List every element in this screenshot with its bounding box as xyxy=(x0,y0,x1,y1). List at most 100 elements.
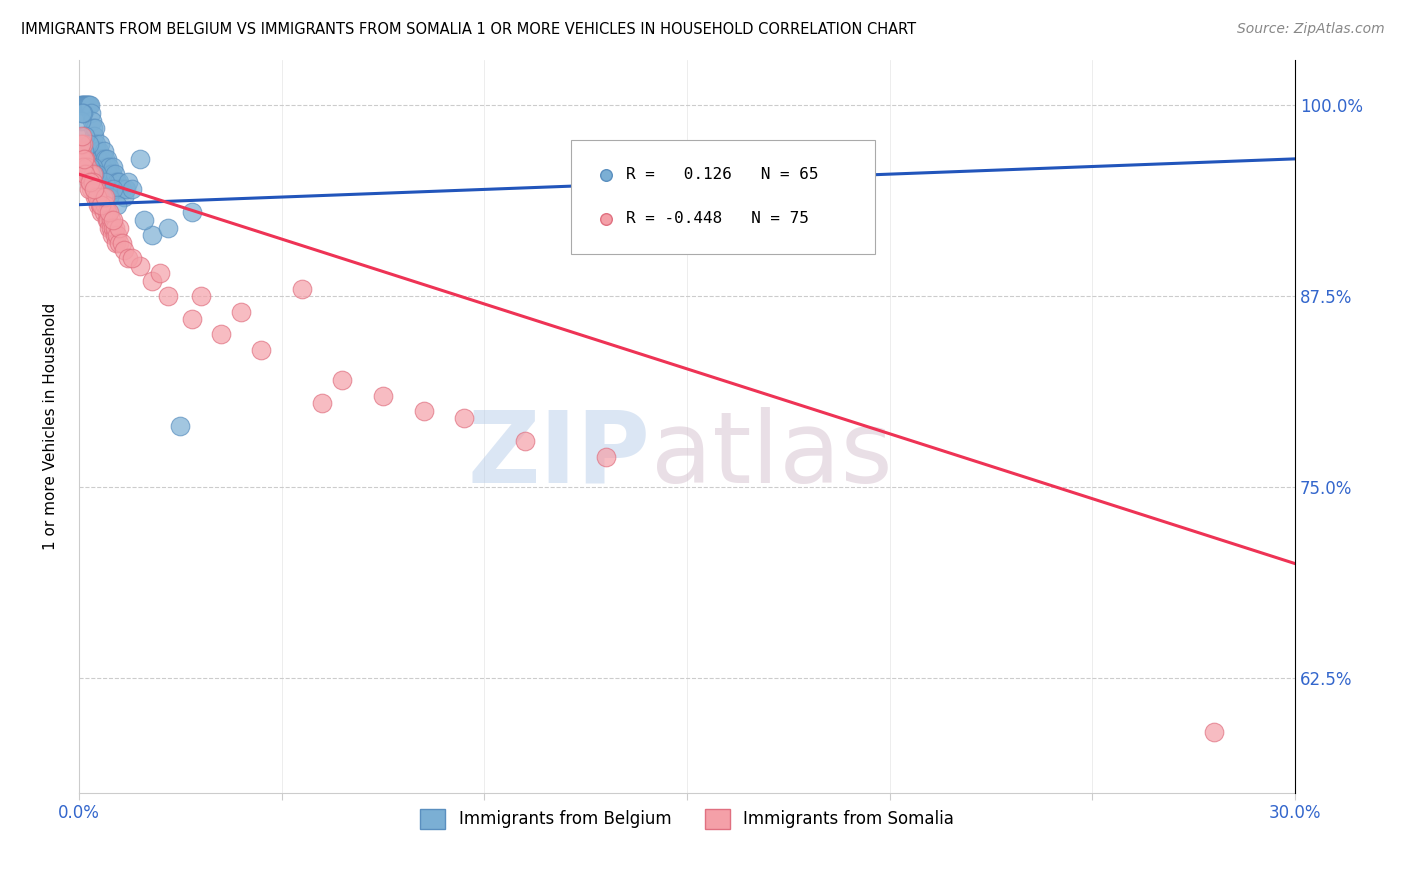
Point xyxy=(110,235,132,250)
Point xyxy=(86,167,108,181)
Point xyxy=(104,175,127,189)
Point xyxy=(79,175,101,189)
Point xyxy=(70,113,93,128)
Point xyxy=(91,190,114,204)
Point xyxy=(75,98,97,112)
Point xyxy=(149,267,172,281)
Point xyxy=(101,213,124,227)
Point xyxy=(73,145,96,159)
Point xyxy=(91,152,114,166)
Point xyxy=(97,190,120,204)
Point xyxy=(83,182,105,196)
Point xyxy=(84,121,107,136)
Point xyxy=(100,213,122,227)
Point xyxy=(73,98,96,112)
Point xyxy=(97,213,120,227)
Point xyxy=(141,228,163,243)
Point xyxy=(73,152,96,166)
Text: IMMIGRANTS FROM BELGIUM VS IMMIGRANTS FROM SOMALIA 1 OR MORE VEHICLES IN HOUSEHO: IMMIGRANTS FROM BELGIUM VS IMMIGRANTS FR… xyxy=(21,22,917,37)
Point xyxy=(104,220,127,235)
Point xyxy=(97,205,120,219)
Point xyxy=(89,197,111,211)
Point xyxy=(169,419,191,434)
Point xyxy=(105,197,128,211)
Point xyxy=(84,136,107,151)
Point xyxy=(70,98,93,112)
Point xyxy=(83,182,105,196)
Point xyxy=(86,190,108,204)
Point xyxy=(110,182,132,196)
FancyBboxPatch shape xyxy=(571,140,876,254)
Point xyxy=(103,220,125,235)
Point xyxy=(311,396,333,410)
Legend: Immigrants from Belgium, Immigrants from Somalia: Immigrants from Belgium, Immigrants from… xyxy=(413,802,960,836)
Point xyxy=(117,251,139,265)
Point xyxy=(104,167,127,181)
Point xyxy=(70,152,93,166)
Point xyxy=(76,98,98,112)
Point xyxy=(82,121,104,136)
Point xyxy=(82,175,104,189)
Point xyxy=(96,205,118,219)
Point xyxy=(90,182,112,196)
Point xyxy=(181,205,204,219)
Point xyxy=(77,175,100,189)
Point xyxy=(291,282,314,296)
Point xyxy=(76,160,98,174)
Point xyxy=(70,98,93,112)
Point xyxy=(100,167,122,181)
Point xyxy=(94,152,117,166)
Point xyxy=(89,190,111,204)
Point xyxy=(101,182,124,196)
Point xyxy=(77,136,100,151)
Point xyxy=(101,167,124,181)
Point xyxy=(108,220,131,235)
Point xyxy=(83,167,105,181)
Point xyxy=(94,197,117,211)
Point xyxy=(84,190,107,204)
Point xyxy=(96,213,118,227)
Point xyxy=(98,160,121,174)
Point xyxy=(157,220,180,235)
Point xyxy=(89,145,111,159)
Point xyxy=(103,160,125,174)
Point xyxy=(107,175,129,189)
Point xyxy=(79,160,101,174)
Point xyxy=(94,175,117,189)
Point xyxy=(76,98,98,112)
Point xyxy=(73,167,96,181)
Point xyxy=(70,145,93,159)
Point xyxy=(73,152,96,166)
Point xyxy=(80,175,103,189)
Point xyxy=(91,160,114,174)
Point xyxy=(96,160,118,174)
Point xyxy=(250,343,273,357)
Point xyxy=(82,160,104,174)
Point xyxy=(97,167,120,181)
Point xyxy=(112,244,135,258)
Point xyxy=(114,182,136,196)
Point xyxy=(121,251,143,265)
Point xyxy=(90,197,112,211)
Point xyxy=(80,113,103,128)
Point xyxy=(371,388,394,402)
Point xyxy=(80,182,103,196)
Point xyxy=(83,128,105,143)
Point xyxy=(98,220,121,235)
Point xyxy=(128,152,150,166)
Point xyxy=(209,327,232,342)
Point xyxy=(70,136,93,151)
Point xyxy=(84,182,107,196)
Point xyxy=(132,213,155,227)
Point xyxy=(90,205,112,219)
Point xyxy=(1202,724,1225,739)
Point xyxy=(87,152,110,166)
Point xyxy=(595,450,617,464)
Point xyxy=(72,106,94,120)
Point xyxy=(70,106,93,120)
Point xyxy=(77,182,100,196)
Point xyxy=(86,190,108,204)
Point xyxy=(100,220,122,235)
Text: Source: ZipAtlas.com: Source: ZipAtlas.com xyxy=(1237,22,1385,37)
Point xyxy=(72,98,94,112)
